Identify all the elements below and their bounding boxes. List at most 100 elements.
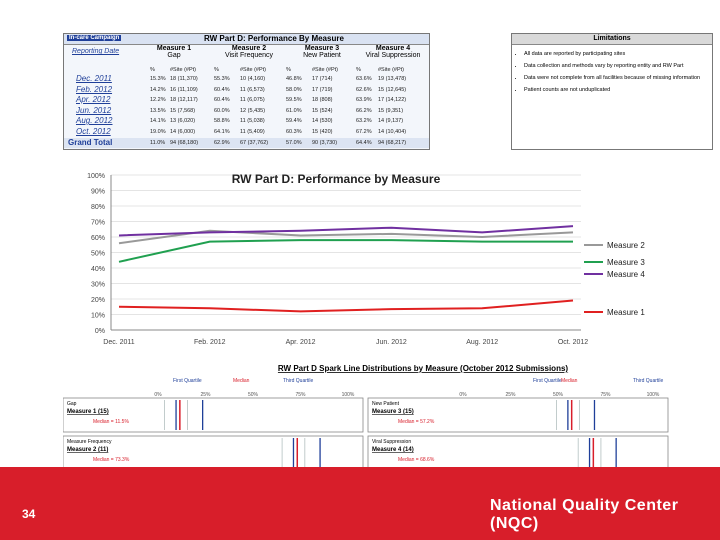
table-cell: 55.3%: [214, 76, 230, 82]
grand-total-cell: 11.0%: [150, 140, 166, 146]
spark-tick: 25%: [200, 392, 211, 398]
table-cell: 15.3%: [150, 76, 166, 82]
table-cell: 15 (12,645): [378, 86, 407, 93]
chart-svg: 0% 10% 20% 30% 40% 50% 60% 70% 80% 90% 100% Dec. 20…: [87, 172, 645, 346]
table-cell: 17 (714): [312, 76, 333, 82]
grand-total-cell: 64.4%: [356, 140, 372, 146]
legend-label: Measure 3: [607, 258, 645, 267]
limitation-item: Data collection and methods vary by repo…: [524, 63, 712, 69]
table-cell: 59.5%: [286, 97, 302, 103]
table-cell: 14 (9,137): [378, 118, 404, 124]
series-line-3: [118, 239, 573, 263]
series-line-4: [118, 225, 574, 237]
table-cell: 13 (6,020): [170, 118, 196, 124]
grand-total-label: Grand Total: [68, 138, 113, 147]
spark-tick: 100%: [647, 392, 660, 398]
table-cell: 14 (10,404): [378, 128, 407, 135]
row-date: Apr. 2012: [76, 95, 111, 104]
spark-title: RW Part D Spark Line Distributions by Me…: [278, 364, 568, 373]
spark-svg: RW Part D Spark Line Distributions by Me…: [62, 364, 669, 471]
grand-total-cell: 94 (68,180): [170, 140, 199, 146]
spark-panel-measure: Measure 1 (15): [67, 409, 109, 415]
column-header: #Site (#Pt): [378, 67, 404, 73]
y-tick-label: 90%: [91, 189, 105, 196]
table-cell: 14.1%: [150, 118, 166, 124]
measure-4-head: Measure 4 Viral Suppression: [365, 45, 421, 59]
spark-panel: [62, 397, 364, 433]
table-cell: 60.4%: [214, 86, 230, 93]
spark-panel-median: Median = 11.5%: [93, 419, 129, 425]
row-date: Feb. 2012: [76, 84, 113, 94]
spark-panel-measure: Measure 3 (15): [372, 409, 414, 415]
line-chart: 0% 10% 20% 30% 40% 50% 60% 70% 80% 90% 100% Dec. 20…: [63, 165, 680, 355]
measure-3-head: Measure 3 New Patient: [303, 45, 341, 59]
table-cell: 14 (530): [312, 118, 333, 124]
spark-tick: 50%: [553, 392, 564, 398]
x-tick-label: Jun. 2012: [376, 339, 407, 346]
organization-name: National Quality Center (NQC): [490, 497, 679, 532]
footer-bar: 34 National Quality Center (NQC): [0, 467, 720, 540]
x-tick-label: Dec. 2011: [103, 339, 134, 346]
y-tick-label: 50%: [91, 251, 105, 258]
y-tick-label: 80%: [91, 204, 105, 211]
table-cell: 11 (6,573): [240, 86, 265, 93]
table-cell: 15 (420): [312, 128, 333, 135]
table-cell: 66.2%: [356, 107, 372, 114]
spark-panel-median: Median = 57.2%: [398, 419, 435, 425]
spark-panel-label: New Patient: [372, 401, 400, 407]
table-cell: 60.0%: [214, 107, 230, 114]
spark-legend: Median: [233, 378, 250, 384]
reporting-date-label: Reporting Date: [72, 48, 120, 55]
table-cell: 13.5%: [150, 107, 166, 114]
table-cell: 14.2%: [150, 86, 166, 93]
spark-panel-label: Measure Frequency: [67, 439, 112, 445]
row-date: Dec. 2011: [76, 74, 112, 83]
limitations-title: Limitations: [512, 34, 712, 45]
spark-tick: 75%: [600, 392, 611, 398]
table-cell: 63.2%: [356, 118, 372, 124]
spark-panel: [367, 435, 669, 471]
x-tick-label: Feb. 2012: [194, 339, 226, 346]
column-header: %: [214, 67, 219, 73]
legend-label: Measure 2: [607, 241, 645, 250]
x-tick-label: Aug. 2012: [466, 339, 498, 346]
spark-legend: Third Quartile: [283, 378, 314, 384]
table-cell: 18 (808): [312, 97, 333, 103]
table-cell: 12 (5,435): [240, 107, 266, 114]
table-cell: 60.4%: [214, 97, 230, 103]
limitations-box: Limitations All data are reported by par…: [511, 33, 713, 150]
spark-panel: [62, 435, 364, 471]
table-cell: 62.6%: [356, 86, 372, 93]
row-date: Oct. 2012: [76, 126, 111, 136]
spark-legend: First Quartile: [533, 378, 562, 384]
page-number: 34: [22, 507, 36, 521]
x-tick-label: Oct. 2012: [558, 339, 588, 346]
column-header: %: [150, 67, 155, 73]
table-cell: 63.9%: [356, 97, 372, 103]
column-header: #Site (#Pt): [240, 67, 266, 73]
chart-title: RW Part D: Performance by Measure: [232, 172, 441, 186]
column-header: #Site (#Pt): [170, 67, 196, 73]
spark-tick: 25%: [505, 392, 516, 398]
spark-legend: First Quartile: [173, 378, 202, 384]
y-tick-label: 20%: [91, 297, 105, 304]
column-header: %: [286, 67, 291, 73]
spark-tick: 0%: [459, 392, 467, 398]
row-date: Jun. 2012: [76, 105, 112, 115]
spark-panel-median: Median = 73.3%: [93, 457, 130, 463]
column-header: #Site (#Pt): [312, 67, 338, 73]
limitation-item: Data were not complete from all faciliti…: [524, 75, 712, 81]
y-tick-label: 40%: [91, 266, 105, 273]
series-line-1: [118, 299, 574, 313]
measure-2-head: Measure 2 Visit Frequency: [224, 45, 274, 59]
limitations-list: All data are reported by participating s…: [512, 51, 712, 93]
table-cell: 10 (4,160): [240, 76, 266, 82]
spark-legend: Median: [561, 378, 578, 384]
column-header: %: [356, 67, 361, 73]
table-cell: 16 (11,109): [170, 86, 198, 93]
table-cell: 64.1%: [214, 128, 230, 135]
grand-total-cell: 90 (3,730): [312, 140, 338, 146]
table-cell: 11 (5,038): [240, 118, 265, 124]
table-title: RW Part D: Performance By Measure: [204, 34, 344, 43]
table-cell: 67.2%: [356, 128, 372, 135]
